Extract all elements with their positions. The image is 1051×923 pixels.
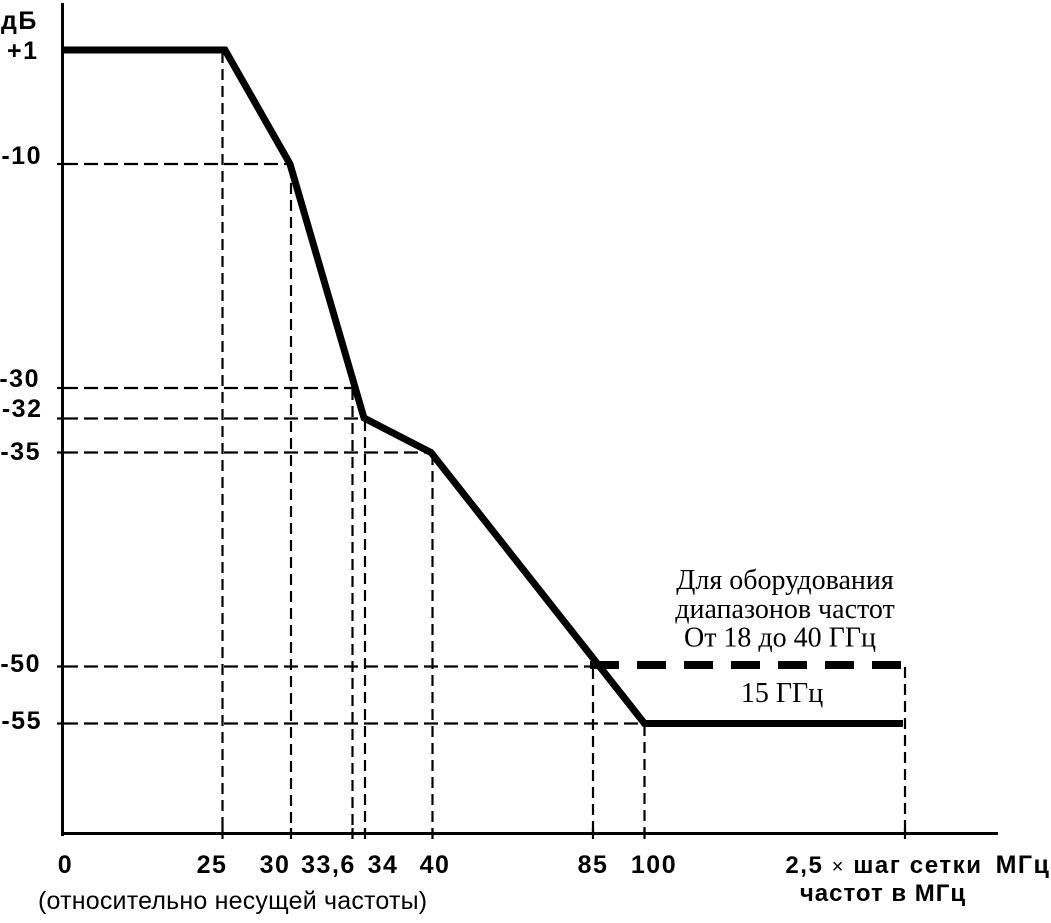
svg-text:диапазонов частот: диапазонов частот [675,594,894,625]
svg-text:-10: -10 [1,142,42,170]
svg-text:100: 100 [631,851,677,879]
svg-text:30: 30 [260,851,291,879]
svg-text:33,6: 33,6 [301,851,356,879]
svg-text:2,5 × шаг сетки: 2,5 × шаг сетки [785,852,982,879]
svg-text:МГц: МГц [996,851,1051,879]
svg-text:15 ГГц: 15 ГГц [741,678,823,709]
svg-text:-35: -35 [0,438,41,466]
svg-text:-50: -50 [0,650,41,678]
svg-text:(относительно несущей частоты): (относительно несущей частоты) [38,887,427,915]
svg-text:85: 85 [578,851,609,879]
svg-text:34: 34 [368,851,399,879]
svg-text:частот в МГц: частот в МГц [800,880,966,907]
svg-text:0: 0 [58,851,73,879]
svg-text:Для оборудования: Для оборудования [676,565,894,596]
svg-text:+1: +1 [7,37,39,65]
svg-text:-30: -30 [0,365,40,393]
svg-text:От 18 до 40 ГГц: От 18 до 40 ГГц [684,623,876,654]
svg-text:40: 40 [420,851,451,879]
svg-text:25: 25 [197,851,228,879]
svg-text:-32: -32 [2,395,43,423]
svg-text:-55: -55 [1,707,42,735]
svg-text:дБ: дБ [1,7,38,35]
